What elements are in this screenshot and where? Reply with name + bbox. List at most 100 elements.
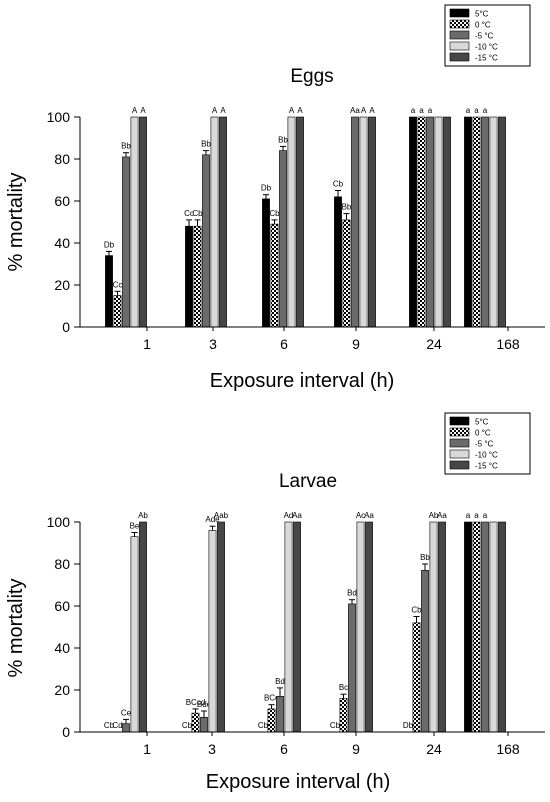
- bar: [185, 225, 193, 328]
- legend-label: -10 °C: [475, 43, 498, 52]
- bar: [105, 255, 113, 328]
- data-label: A: [297, 106, 303, 115]
- data-label: Db: [261, 184, 272, 193]
- legend: 5°C 0 °C -5 °C -10 °C -15 °C: [444, 4, 531, 67]
- legend-swatch: [449, 8, 470, 18]
- bar: [351, 116, 359, 328]
- x-tick-label: 24: [426, 741, 442, 757]
- data-label: A: [369, 106, 375, 115]
- bar: [342, 219, 351, 328]
- bar: [334, 196, 342, 328]
- x-tick-label: 6: [280, 741, 288, 757]
- x-tick-label: 9: [352, 741, 360, 757]
- data-label: Aa: [292, 511, 302, 520]
- x-tick-label: 9: [352, 336, 360, 352]
- data-label: A: [289, 106, 295, 115]
- x-axis-ticks: 1 3 6 9 24 168: [143, 327, 520, 352]
- bar: [130, 116, 139, 328]
- data-label: a: [411, 106, 416, 115]
- y-tick-label: 100: [47, 514, 71, 530]
- bar: [409, 116, 417, 328]
- data-label: Cb: [258, 721, 269, 730]
- bar: [210, 116, 219, 328]
- x-tick-label: 3: [208, 741, 216, 757]
- data-label: Ac: [356, 511, 365, 520]
- data-label: a: [419, 106, 424, 115]
- data-label: Bb: [342, 203, 352, 212]
- data-label: A: [140, 106, 146, 115]
- data-label: Ade: [205, 515, 220, 524]
- bar: [417, 116, 426, 328]
- bar: [296, 116, 304, 328]
- data-label: Db: [403, 721, 414, 730]
- bar: [202, 154, 210, 328]
- bar: [276, 695, 284, 733]
- y-tick-label: 60: [54, 598, 70, 614]
- data-label: Bd: [275, 677, 285, 686]
- x-tick-label: 3: [209, 336, 217, 352]
- bar: [464, 116, 472, 328]
- bar: [443, 116, 451, 328]
- data-label: Db: [104, 240, 115, 249]
- bar: [464, 521, 472, 733]
- legend-swatch: [449, 449, 470, 459]
- legend-label: 5°C: [475, 10, 489, 19]
- chart-title: Eggs: [290, 66, 333, 87]
- data-label: Cd: [112, 721, 122, 730]
- legend-swatch: [449, 427, 470, 437]
- bar: [122, 723, 130, 733]
- x-tick-label: 6: [280, 336, 288, 352]
- legend-swatch: [449, 41, 470, 51]
- data-label: Cc: [113, 280, 123, 289]
- bar: [139, 521, 147, 733]
- bar: [356, 521, 365, 733]
- bar: [139, 116, 147, 328]
- data-label: Bd: [347, 589, 357, 598]
- data-label: Cb: [330, 721, 341, 730]
- legend-swatch: [449, 460, 470, 470]
- legend-label: -5 °C: [475, 32, 494, 41]
- y-tick-label: 20: [54, 277, 70, 293]
- x-tick-label: 1: [143, 336, 151, 352]
- data-label: Aab: [214, 511, 229, 520]
- bar: [498, 116, 506, 328]
- data-label: a: [483, 106, 488, 115]
- bar: [472, 521, 481, 733]
- data-label: a: [474, 511, 479, 520]
- legend-label: -15 °C: [475, 54, 498, 63]
- x-axis-ticks: 1 3 6 9 24 168: [143, 732, 520, 757]
- legend-swatch: [449, 438, 470, 448]
- legend-label: 0 °C: [475, 21, 491, 30]
- legend-label: -5 °C: [475, 440, 494, 449]
- legend-swatch: [449, 52, 470, 62]
- data-label: Bb: [201, 140, 211, 149]
- y-tick-label: 80: [54, 151, 70, 167]
- data-label: A: [132, 106, 138, 115]
- data-label: Ad: [284, 511, 294, 520]
- x-tick-label: 168: [496, 741, 520, 757]
- legend-swatch: [449, 30, 470, 40]
- data-label: Ab: [429, 511, 439, 520]
- data-label: Cc: [184, 209, 194, 218]
- legend-label: -15 °C: [475, 462, 498, 471]
- y-tick-label: 20: [54, 682, 70, 698]
- bar: [262, 198, 270, 328]
- bar: [481, 521, 489, 733]
- bars: CbCdCeBeAbCbBCcdBdeAdeAabCbBCcBdAdAaCbBc…: [104, 511, 506, 733]
- legend: 5°C 0 °C -5 °C -10 °C -15 °C: [444, 412, 531, 475]
- data-label: Bb: [121, 142, 131, 151]
- bar: [284, 521, 293, 733]
- data-label: Cb: [182, 721, 193, 730]
- bar: [191, 712, 200, 733]
- data-label: Cb: [411, 606, 422, 615]
- bar: [359, 116, 368, 328]
- bar: [208, 530, 217, 733]
- data-label: A: [361, 106, 367, 115]
- y-axis-ticks: 0 20 40 60 80 100: [47, 109, 80, 335]
- legend-swatch: [449, 19, 470, 29]
- axes: [79, 522, 545, 733]
- data-label: Cb: [269, 209, 280, 218]
- bar: [434, 116, 443, 328]
